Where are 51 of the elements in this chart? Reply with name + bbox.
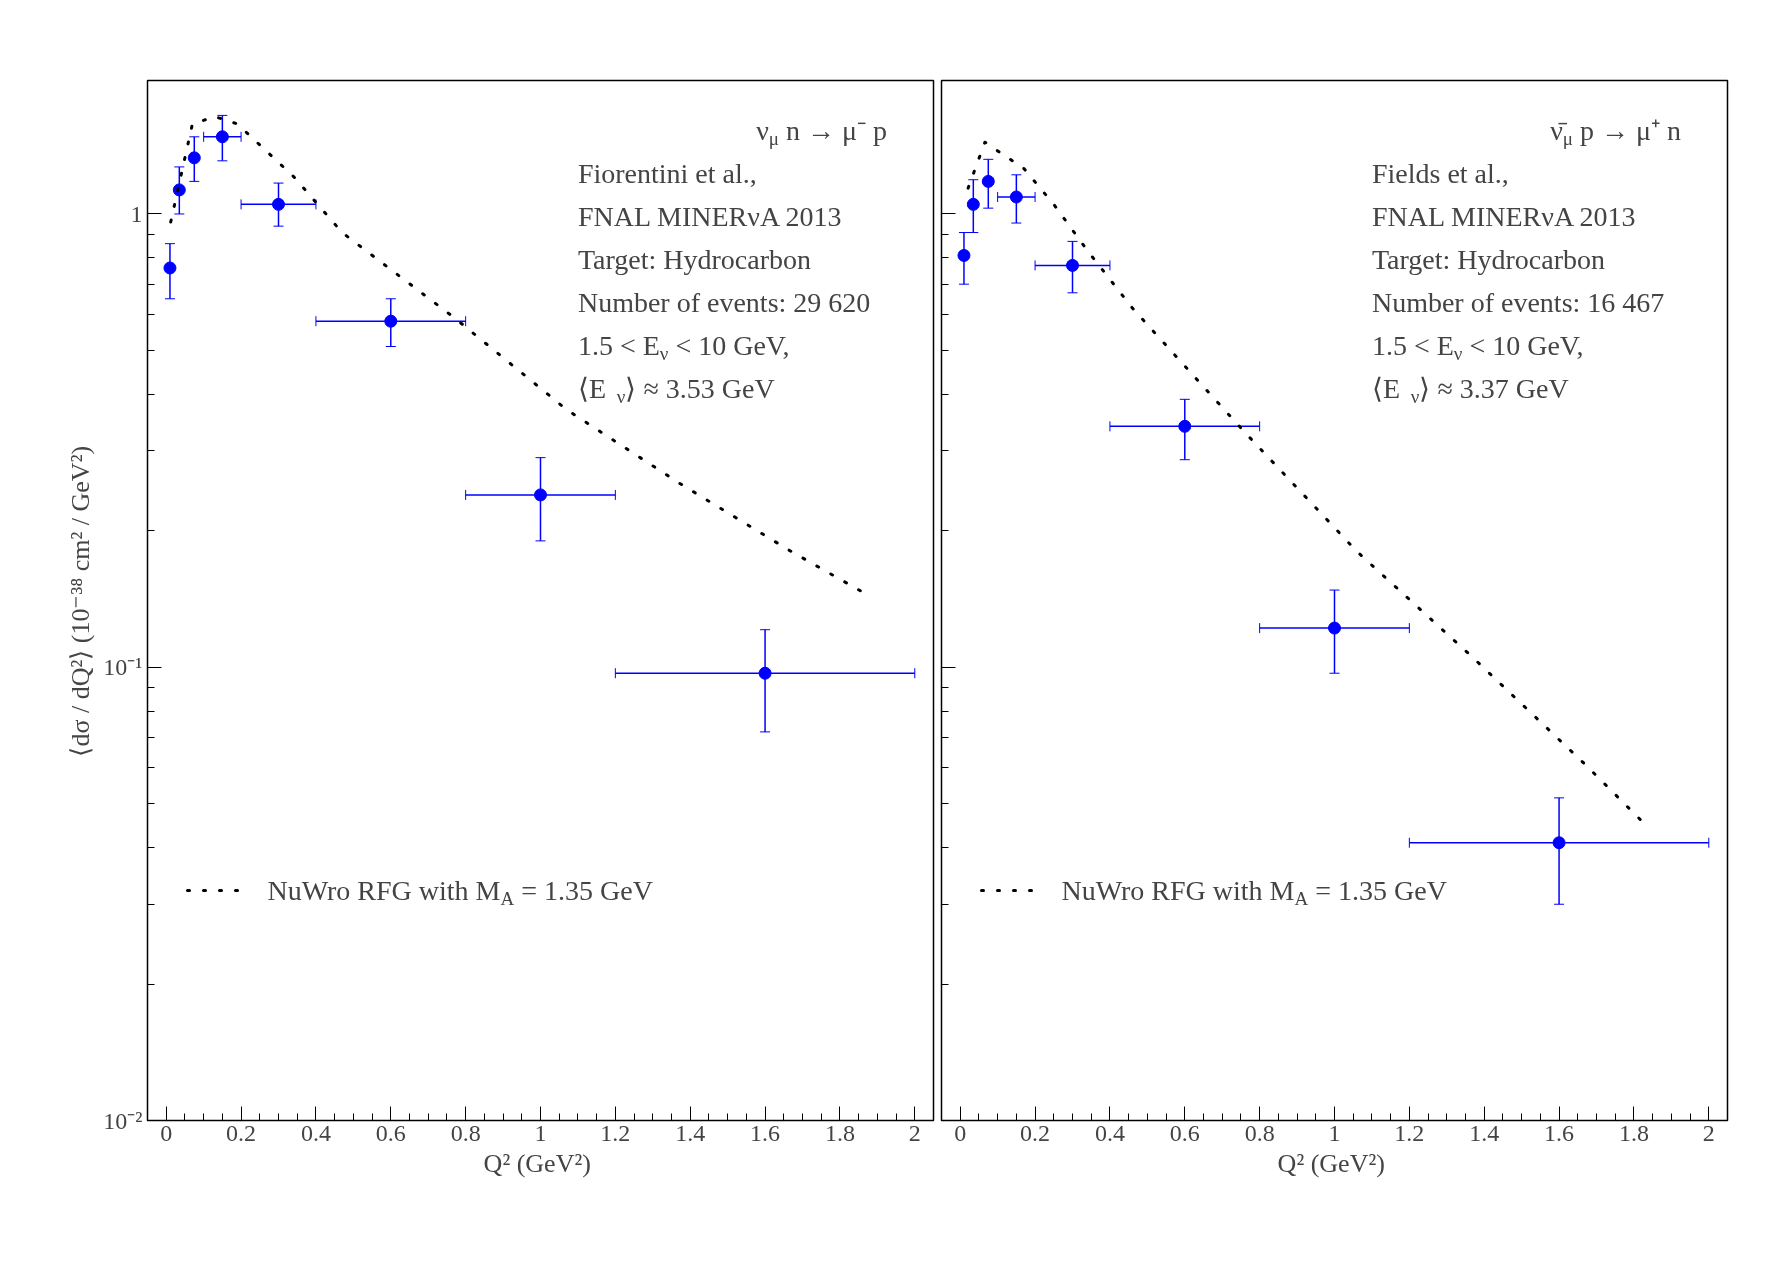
annotation: Target: Hydrocarbon <box>1371 244 1606 276</box>
point <box>1066 258 1079 272</box>
x-tick-label: 1.8 <box>1618 1119 1649 1146</box>
annotation: Fields et al., <box>1371 157 1509 189</box>
x-tick-label: 2 <box>1702 1119 1715 1146</box>
x-tick-label: 1.6 <box>1544 1119 1575 1146</box>
point <box>1328 621 1341 635</box>
x-tick-label: 0 <box>954 1119 967 1146</box>
x-axis-title: Q² (GeV²) <box>1277 1148 1385 1178</box>
point <box>981 174 995 188</box>
point <box>1552 836 1566 850</box>
x-tick-label: 1.2 <box>1394 1119 1425 1146</box>
x-tick-label: 0.2 <box>1020 1119 1051 1146</box>
x-tick-label: 1.4 <box>1469 1119 1500 1146</box>
annotation: Target: Hydrocarbon <box>577 244 812 276</box>
point <box>163 261 177 275</box>
point <box>1009 190 1023 204</box>
y-tick-label: 1 <box>130 200 143 227</box>
y-tick-label: 10⁻² <box>103 1107 143 1134</box>
x-tick-label: 1.2 <box>600 1119 631 1146</box>
x-tick-label: 1.8 <box>824 1119 855 1146</box>
x-axis-title: Q² (GeV²) <box>483 1148 591 1178</box>
x-tick-label: 0 <box>160 1119 173 1146</box>
y-axis-title: ⟨dσ / dQ²⟩ (10⁻³⁸ cm² / GeV²) <box>66 445 96 757</box>
x-tick-label: 1 <box>1328 1119 1341 1146</box>
x-tick-label: 0.8 <box>450 1119 481 1146</box>
x-tick-label: 0.6 <box>1169 1119 1200 1146</box>
annotation: Fiorentini et al., <box>577 157 757 189</box>
y-tick-label: 10⁻¹ <box>103 654 143 681</box>
x-tick-label: 2 <box>908 1119 921 1146</box>
x-tick-label: 1.6 <box>750 1119 781 1146</box>
point <box>534 488 547 502</box>
annotation: Number of events: 29 620 <box>577 287 871 319</box>
x-tick-label: 1.4 <box>675 1119 706 1146</box>
point <box>758 666 772 680</box>
x-tick-label: 1 <box>534 1119 547 1146</box>
point <box>1178 419 1192 433</box>
point <box>272 197 285 211</box>
annotation: FNAL MINERνA 2013 <box>577 200 842 232</box>
x-tick-label: 0.6 <box>375 1119 406 1146</box>
x-tick-label: 0.8 <box>1244 1119 1275 1146</box>
point <box>957 248 971 262</box>
x-tick-label: 0.2 <box>226 1119 257 1146</box>
x-tick-label: 0.4 <box>300 1119 331 1146</box>
annotation: FNAL MINERνA 2013 <box>1371 200 1636 232</box>
point <box>215 130 229 144</box>
x-tick-label: 0.4 <box>1094 1119 1125 1146</box>
annotation: Number of events: 16 467 <box>1371 287 1665 319</box>
point <box>187 151 201 165</box>
point <box>966 197 980 211</box>
point <box>384 314 398 328</box>
